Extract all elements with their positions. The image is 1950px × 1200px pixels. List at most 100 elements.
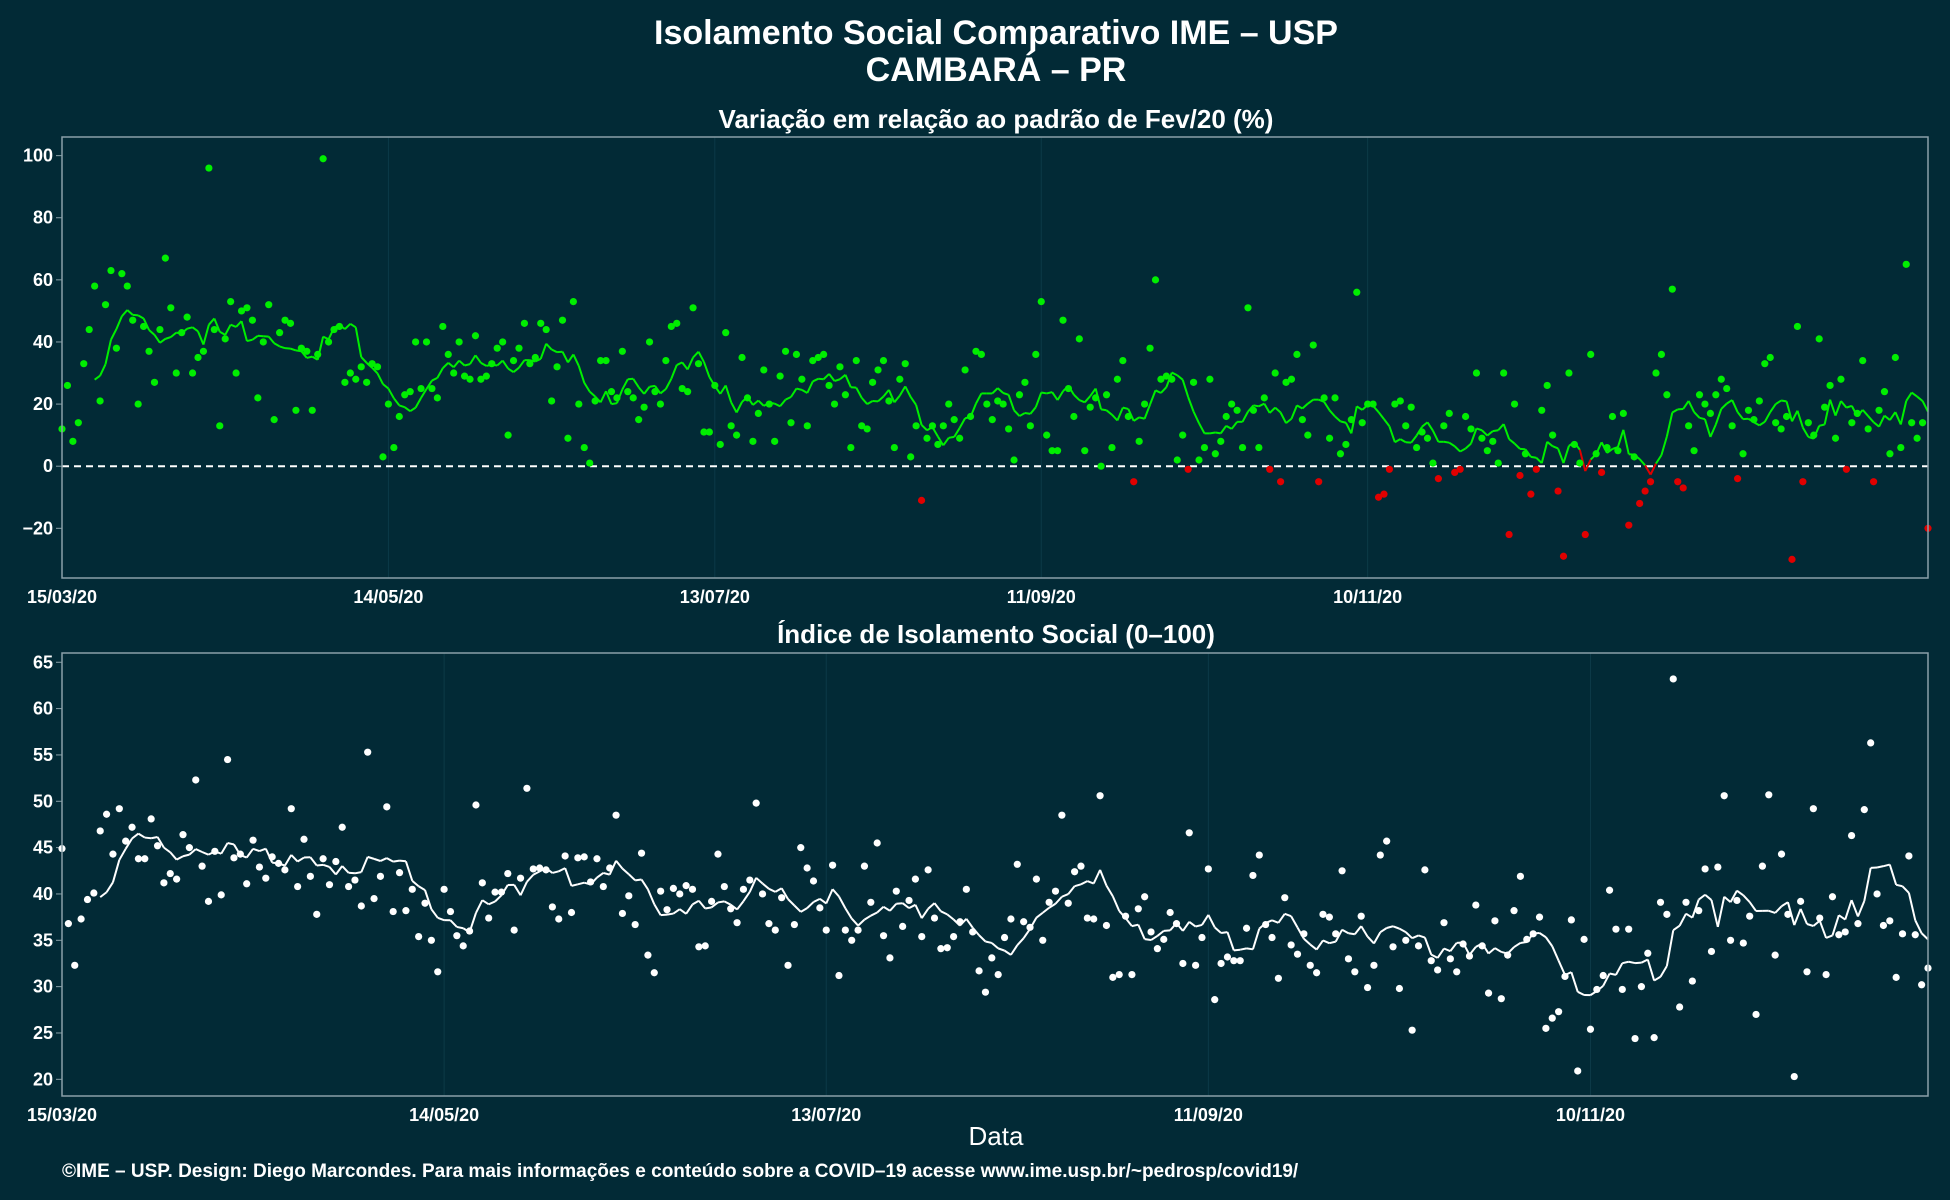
data-point [232, 369, 240, 377]
data-point [1445, 409, 1453, 418]
moving-average-segment [235, 320, 243, 328]
moving-average-segment [110, 328, 118, 341]
moving-average-segment [431, 377, 438, 382]
panel2: 15/03/20 14/05/20 13/07/20 11/09/20 10/11/20… [27, 652, 1932, 1125]
data-point [1097, 462, 1105, 470]
data-point [1071, 868, 1079, 876]
data-point [1674, 478, 1682, 486]
moving-average-segment [1111, 895, 1121, 912]
data-point [373, 363, 382, 371]
data-point [1222, 412, 1230, 421]
moving-average-segment [1557, 448, 1565, 464]
data-point [509, 357, 518, 365]
data-point [134, 400, 142, 408]
data-point [743, 394, 752, 402]
data-point [874, 366, 882, 374]
moving-average-segment [646, 888, 656, 905]
x-tick-label: 15/03/20 [27, 587, 97, 607]
data-point [1045, 898, 1053, 906]
moving-average-segment [1464, 442, 1472, 450]
moving-average-segment [430, 908, 439, 919]
data-point [1413, 443, 1421, 452]
moving-average-segment [724, 385, 733, 403]
moving-average-segment [245, 848, 254, 859]
moving-average-segment [507, 367, 515, 373]
data-point [1663, 910, 1671, 918]
data-point [85, 325, 93, 334]
moving-average-segment [1785, 401, 1793, 422]
data-point [645, 338, 654, 346]
data-point [899, 922, 907, 930]
moving-average-segment [1901, 885, 1910, 894]
moving-average-segment [382, 383, 390, 390]
moving-average-segment [328, 866, 337, 876]
data-point [485, 914, 493, 922]
moving-average-segment [649, 384, 656, 388]
moving-average-segment [1894, 411, 1902, 425]
data-point [962, 885, 970, 893]
data-point [1695, 907, 1703, 915]
data-point [1153, 945, 1161, 953]
moving-average-segment [882, 389, 890, 398]
data-point [383, 803, 391, 811]
data-point [1200, 443, 1209, 452]
data-point [1516, 471, 1524, 480]
moving-average-segment [227, 842, 235, 846]
moving-average-segment [723, 900, 732, 906]
moving-average-segment [1899, 400, 1908, 425]
data-point [1685, 422, 1693, 430]
data-point [886, 954, 894, 962]
data-point [1728, 422, 1736, 430]
moving-average-segment [1497, 423, 1505, 431]
data-point [676, 890, 684, 898]
moving-average-segment [94, 374, 101, 381]
moving-average-segment [186, 326, 193, 330]
data-point [624, 388, 632, 396]
data-point [1570, 440, 1578, 449]
moving-average-segment [752, 399, 759, 406]
moving-average-segment [755, 877, 764, 885]
data-point [270, 416, 278, 424]
moving-average-segment [1366, 935, 1375, 945]
moving-average-segment [572, 353, 580, 367]
data-point [1516, 872, 1525, 880]
data-point [1151, 276, 1160, 284]
data-point [192, 776, 200, 784]
moving-average-segment [1430, 953, 1439, 959]
data-point [950, 416, 958, 424]
moving-average-segment [1016, 937, 1025, 946]
data-point [975, 967, 983, 975]
moving-average-segment [1323, 401, 1331, 411]
moving-average-segment [144, 836, 152, 840]
moving-average-segment [1013, 409, 1021, 417]
moving-average-segment [1089, 387, 1097, 397]
data-point [918, 932, 926, 941]
data-point [107, 266, 115, 275]
data-point [1625, 925, 1633, 933]
data-point [173, 875, 181, 883]
data-point [265, 301, 273, 309]
data-point [308, 406, 316, 414]
data-point [460, 372, 469, 380]
moving-average-segment [360, 356, 368, 364]
data-point [1058, 811, 1066, 819]
moving-average-segment [1699, 416, 1706, 421]
data-point [1032, 875, 1040, 883]
moving-average-segment [691, 899, 700, 906]
moving-average-segment [1041, 391, 1047, 395]
data-point [147, 815, 155, 823]
data-point [917, 496, 926, 504]
data-point [1453, 968, 1461, 976]
moving-average-segment [1449, 942, 1458, 952]
data-point [956, 918, 964, 926]
data-point [733, 919, 741, 927]
moving-average-segment [1729, 890, 1738, 903]
data-point [115, 805, 123, 813]
moving-average-segment [1799, 908, 1808, 925]
data-point [1446, 955, 1454, 963]
moving-average-segment [99, 891, 108, 898]
data-point [1809, 805, 1817, 813]
moving-average-segment [1687, 400, 1695, 413]
data-point [1701, 865, 1709, 873]
data-point [90, 889, 98, 897]
